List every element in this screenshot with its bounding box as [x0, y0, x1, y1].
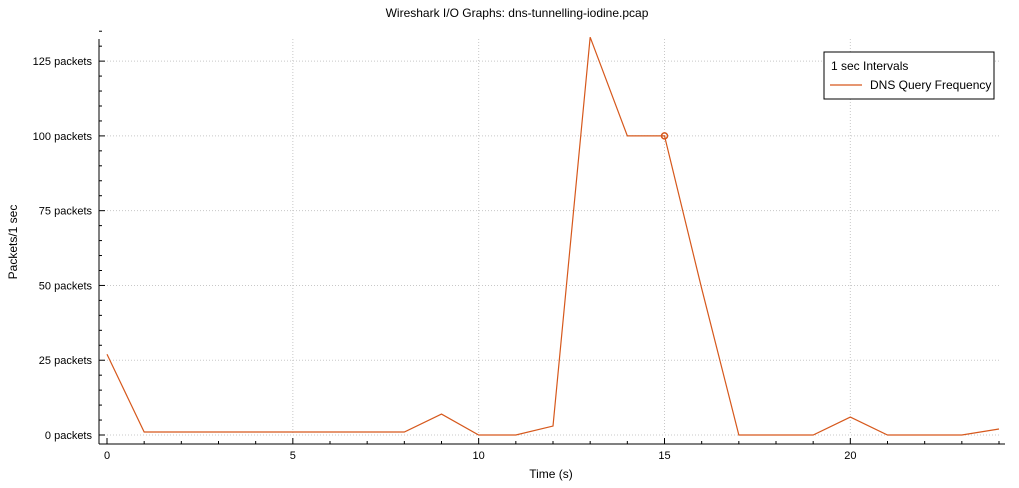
x-tick-label: 0 [104, 450, 110, 462]
grid-lines [107, 39, 999, 436]
selected-point-marker [660, 132, 669, 140]
y-axis-label: Packets/1 sec [6, 205, 20, 280]
x-tick-label: 20 [844, 450, 856, 462]
y-tick-label: 0 packets [45, 430, 93, 442]
y-tick-label: 50 packets [39, 280, 93, 292]
x-tick-label: 15 [658, 450, 670, 462]
legend-box [823, 51, 995, 100]
series-line-dns-query-frequency [106, 36, 1000, 436]
y-tick-label: 75 packets [39, 206, 93, 218]
x-axis-label: Time (s) [529, 467, 573, 481]
axes [98, 39, 1005, 445]
y-tick-label: 25 packets [39, 355, 93, 367]
x-tick-label: 10 [473, 450, 485, 462]
y-tick-label: 125 packets [33, 56, 93, 68]
legend: 1 sec Intervals DNS Query Frequency [823, 51, 995, 100]
y-tick-label: 100 packets [33, 131, 93, 143]
legend-entry-dns-query-frequency: DNS Query Frequency [870, 78, 991, 92]
chart-title: Wireshark I/O Graphs: dns-tunnelling-iod… [386, 6, 649, 20]
series-layer [106, 36, 1000, 436]
x-axis-ticks: 0 5 10 15 20 [104, 438, 1000, 462]
y-axis-ticks: 0 packets 25 packets 50 packets 75 packets 1… [33, 30, 105, 442]
x-tick-label: 5 [290, 450, 296, 462]
legend-title: 1 sec Intervals [831, 59, 908, 73]
